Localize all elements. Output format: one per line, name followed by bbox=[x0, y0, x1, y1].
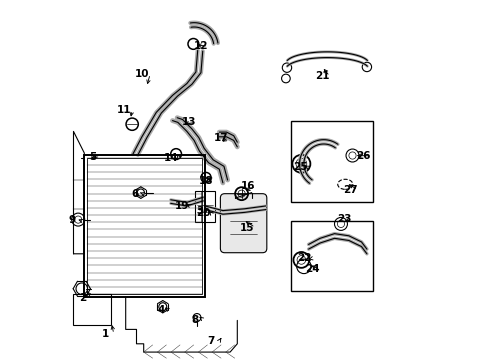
Text: 14: 14 bbox=[163, 153, 178, 163]
FancyBboxPatch shape bbox=[220, 194, 266, 253]
Text: 6: 6 bbox=[131, 189, 139, 199]
Text: 16: 16 bbox=[241, 181, 255, 192]
Text: 24: 24 bbox=[304, 264, 319, 274]
Text: 2: 2 bbox=[80, 293, 87, 303]
Text: 3: 3 bbox=[196, 206, 203, 216]
Bar bbox=[290, 121, 372, 202]
Text: 20: 20 bbox=[196, 208, 210, 218]
Text: 26: 26 bbox=[355, 151, 370, 161]
Bar bbox=[194, 191, 215, 222]
Text: 12: 12 bbox=[193, 41, 207, 51]
Text: 1: 1 bbox=[102, 329, 109, 339]
Bar bbox=[84, 155, 204, 297]
Text: 17: 17 bbox=[213, 132, 227, 143]
Text: 9: 9 bbox=[69, 215, 76, 225]
Text: 22: 22 bbox=[296, 253, 310, 264]
Text: 8: 8 bbox=[191, 315, 199, 325]
Text: 21: 21 bbox=[314, 71, 328, 81]
Text: 7: 7 bbox=[207, 336, 215, 346]
Text: 23: 23 bbox=[336, 214, 351, 224]
Text: 11: 11 bbox=[117, 105, 131, 115]
Text: 5: 5 bbox=[89, 152, 96, 162]
Text: 25: 25 bbox=[292, 162, 307, 172]
Text: 27: 27 bbox=[342, 185, 357, 195]
Text: 4: 4 bbox=[157, 305, 164, 315]
Text: 15: 15 bbox=[240, 222, 254, 233]
Text: 10: 10 bbox=[135, 69, 149, 79]
Text: 18: 18 bbox=[198, 176, 213, 186]
Text: 13: 13 bbox=[181, 117, 196, 127]
Bar bbox=[87, 158, 202, 294]
Text: 19: 19 bbox=[174, 201, 189, 211]
Bar bbox=[73, 294, 111, 325]
Bar bbox=[290, 221, 372, 291]
